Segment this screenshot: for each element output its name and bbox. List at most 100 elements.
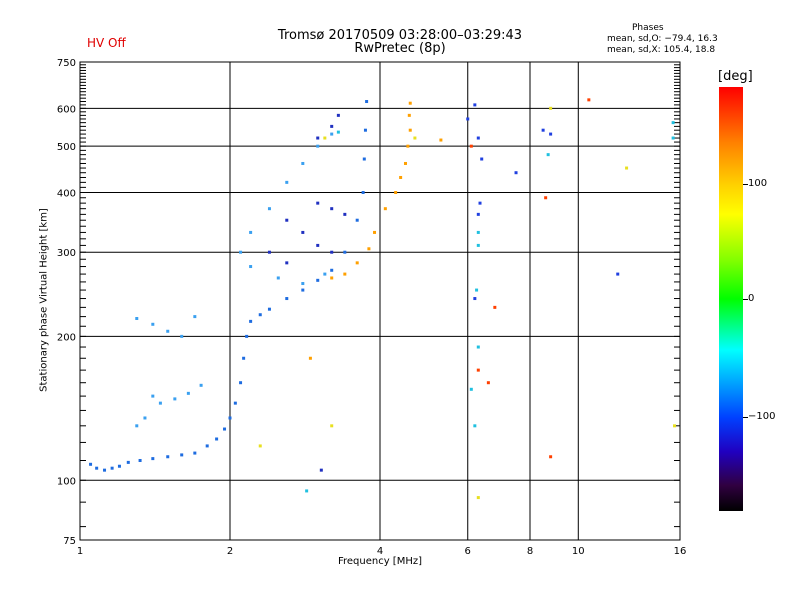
data-point xyxy=(383,207,387,211)
data-point xyxy=(343,212,347,216)
data-point xyxy=(476,368,480,372)
y-tick-labels: 750 600 500 400 300 200 100 75 xyxy=(57,58,76,547)
x-tick-label: 8 xyxy=(527,546,533,557)
data-point xyxy=(671,121,675,125)
y-axis-label: Stationary phase Virtual Height [km] xyxy=(38,208,50,392)
data-point xyxy=(173,397,177,401)
data-point xyxy=(301,288,305,292)
data-point xyxy=(316,278,320,282)
minor-ticks xyxy=(80,64,680,528)
data-point xyxy=(285,180,289,184)
chart-subtitle: RwPretec (8p) xyxy=(354,41,446,56)
colorbar-tick-mark xyxy=(743,299,748,300)
data-point xyxy=(480,157,484,161)
data-point xyxy=(476,212,480,216)
data-point xyxy=(469,387,473,391)
data-point xyxy=(343,250,347,254)
data-point xyxy=(126,460,130,464)
data-point xyxy=(249,319,253,323)
data-point xyxy=(549,455,553,459)
data-point xyxy=(549,106,553,110)
data-point xyxy=(514,171,518,175)
y-tick-label: 600 xyxy=(57,104,76,115)
data-point xyxy=(330,268,334,272)
data-point xyxy=(95,466,99,470)
hv-status: HV Off xyxy=(87,36,126,50)
data-point xyxy=(355,218,359,222)
x-tick-label: 2 xyxy=(227,546,233,557)
data-point xyxy=(343,272,347,276)
data-point xyxy=(365,100,369,104)
data-point xyxy=(330,250,334,254)
data-point xyxy=(473,424,477,428)
data-point xyxy=(285,261,289,265)
y-tick-label: 400 xyxy=(57,188,76,199)
data-point xyxy=(316,136,320,140)
data-point xyxy=(469,144,473,148)
data-point xyxy=(186,391,190,395)
data-point xyxy=(330,124,334,128)
data-point xyxy=(249,230,253,234)
data-point xyxy=(135,424,139,428)
data-point xyxy=(330,207,334,211)
data-point xyxy=(323,272,327,276)
data-point xyxy=(476,496,480,500)
data-point xyxy=(362,157,366,161)
data-point xyxy=(103,468,107,472)
data-point xyxy=(355,261,359,265)
data-point xyxy=(478,201,482,205)
data-point xyxy=(117,464,121,468)
data-point xyxy=(408,101,412,105)
data-point xyxy=(301,230,305,234)
data-point xyxy=(475,288,479,292)
data-point xyxy=(316,201,320,205)
data-point xyxy=(476,345,480,349)
y-tick-label: 75 xyxy=(63,536,76,547)
data-point xyxy=(215,437,219,441)
data-point xyxy=(267,250,271,254)
colorbar-tick-mark xyxy=(743,184,748,185)
data-point xyxy=(473,297,477,301)
data-point xyxy=(110,466,114,470)
data-point xyxy=(258,313,262,317)
y-tick-label: 500 xyxy=(57,142,76,153)
phase-colorbar xyxy=(719,87,743,511)
data-point xyxy=(408,128,412,132)
data-point xyxy=(476,230,480,234)
data-point xyxy=(249,265,253,269)
data-points xyxy=(89,98,677,500)
data-point xyxy=(394,190,398,194)
data-point xyxy=(407,113,411,117)
data-point xyxy=(199,383,203,387)
data-point xyxy=(301,161,305,165)
x-tick-label: 6 xyxy=(465,546,471,557)
data-point xyxy=(399,175,403,179)
data-point xyxy=(403,161,407,165)
data-point xyxy=(367,247,371,251)
data-point xyxy=(276,276,280,280)
data-point xyxy=(316,144,320,148)
colorbar-tick-label: 100 xyxy=(748,178,768,189)
data-point xyxy=(544,196,548,200)
colorbar-tick-label: −100 xyxy=(748,411,776,422)
data-point xyxy=(546,153,550,157)
data-point xyxy=(233,401,237,405)
colorbar-title: [deg] xyxy=(718,69,753,84)
data-point xyxy=(205,444,209,448)
data-point xyxy=(330,276,334,280)
grid xyxy=(80,62,680,540)
data-point xyxy=(180,453,184,457)
data-point xyxy=(336,130,340,134)
data-point xyxy=(316,243,320,247)
data-point xyxy=(625,166,629,170)
data-point xyxy=(541,128,545,132)
data-point xyxy=(301,282,305,286)
data-point xyxy=(193,451,197,455)
data-point xyxy=(373,230,377,234)
data-point xyxy=(267,207,271,211)
data-point xyxy=(406,144,410,148)
data-point xyxy=(223,427,227,431)
data-point xyxy=(285,218,289,222)
data-point xyxy=(151,457,155,461)
data-point xyxy=(151,322,155,326)
